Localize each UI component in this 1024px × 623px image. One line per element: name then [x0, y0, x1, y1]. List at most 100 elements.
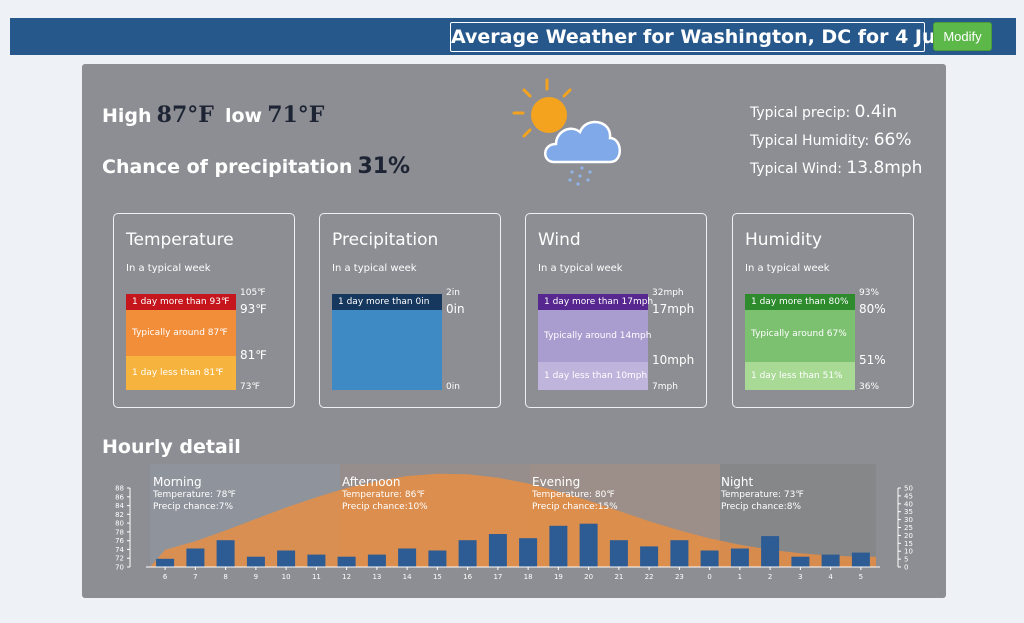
typical-humidity: Typical Humidity: 66%	[750, 130, 911, 150]
precip-bar	[186, 548, 205, 567]
x-tick-label: 20	[584, 573, 593, 581]
x-tick-label: 9	[254, 573, 258, 581]
y-right-tick-label: 35	[904, 508, 913, 516]
min-label: 73℉	[240, 382, 261, 392]
week-bottom-band: 1 day less than 10mph	[538, 362, 648, 390]
temperature-card: Temperature In a typical week 1 day more…	[113, 213, 295, 408]
x-tick-label: 16	[463, 573, 472, 581]
card-subtitle: In a typical week	[538, 263, 623, 274]
precip-chance-label: Chance of precipitation	[102, 156, 353, 178]
x-tick-label: 8	[223, 573, 227, 581]
y-left-tick-label: 82	[115, 511, 124, 519]
upper-label: 0in	[446, 302, 465, 316]
y-right-tick-label: 25	[904, 524, 913, 532]
low-value: 71°F	[267, 102, 325, 128]
card-title: Wind	[538, 230, 581, 250]
y-right-tick-label: 20	[904, 532, 913, 540]
x-tick-label: 15	[433, 573, 442, 581]
hourly-chart: 6 7 8 9 10 11 12 13 14 15 16 17 18 19 20 21 22 23 0 1 2 3 4 570…	[115, 464, 913, 581]
card-subtitle: In a typical week	[126, 263, 211, 274]
precip-bar	[640, 546, 659, 567]
precip-bar	[851, 552, 870, 567]
x-tick-label: 6	[163, 573, 168, 581]
period-precip-evening: Precip chance:15%	[532, 502, 618, 512]
y-right-tick-label: 0	[904, 564, 908, 572]
precip-chance-value: 31%	[357, 154, 411, 179]
x-tick-label: 17	[493, 573, 502, 581]
precip-bar	[519, 538, 538, 567]
x-tick-label: 18	[524, 573, 533, 581]
max-label: 32mph	[652, 288, 684, 298]
upper-label: 17mph	[652, 302, 695, 316]
y-left-tick-label: 70	[115, 564, 124, 572]
x-tick-label: 3	[798, 573, 802, 581]
precipitation-card: Precipitation In a typical week 1 day mo…	[319, 213, 501, 408]
period-temperature-evening: Temperature: 80℉	[531, 490, 615, 500]
lower-label: 81℉	[240, 348, 267, 362]
typical-humidity-value: 66%	[873, 130, 912, 150]
week-top-band: 1 day more than 0in	[332, 294, 442, 310]
card-subtitle: In a typical week	[745, 263, 830, 274]
card-title: Temperature	[126, 230, 234, 250]
week-top-band: 1 day more than 93℉	[126, 294, 236, 310]
modify-button[interactable]: Modify	[933, 22, 992, 51]
x-tick-label: 23	[675, 573, 684, 581]
precip-chance-line: Chance of precipitation 31%	[102, 154, 410, 179]
x-tick-label: 13	[372, 573, 381, 581]
lower-label: 10mph	[652, 353, 695, 367]
x-tick-label: 1	[738, 573, 742, 581]
week-bottom-band: 1 day less than 51%	[745, 362, 855, 390]
y-left-tick-label: 84	[115, 502, 124, 510]
hourly-detail-title: Hourly detail	[102, 436, 241, 458]
x-tick-label: 22	[645, 573, 654, 581]
weather-panel: High 87°F low 71°F Chance of precipitati…	[82, 64, 946, 598]
max-label: 105℉	[240, 288, 266, 298]
period-precip-morning: Precip chance:7%	[153, 502, 233, 512]
week-top-band: 1 day more than 80%	[745, 294, 855, 310]
x-tick-label: 12	[342, 573, 351, 581]
precip-bar	[700, 550, 719, 567]
high-value: 87°F	[156, 102, 214, 128]
y-left-tick-label: 86	[115, 493, 124, 501]
x-tick-label: 7	[193, 573, 197, 581]
x-tick-label: 5	[859, 573, 863, 581]
typical-wind-label: Typical Wind:	[750, 161, 842, 177]
precip-bar	[216, 540, 235, 567]
precip-bar	[277, 550, 296, 567]
period-name-night: Night	[721, 475, 754, 489]
card-title: Humidity	[745, 230, 823, 250]
precip-bar	[367, 554, 386, 567]
x-tick-label: 11	[312, 573, 321, 581]
precip-bar	[761, 536, 780, 567]
partly-cloudy-rain-icon	[512, 78, 621, 186]
typical-humidity-label: Typical Humidity:	[750, 133, 870, 149]
x-tick-label: 4	[828, 573, 833, 581]
precip-bar	[246, 556, 265, 567]
period-name-afternoon: Afternoon	[342, 475, 401, 489]
upper-label: 80%	[859, 302, 886, 316]
week-mid-band: Typically around 14mph	[538, 310, 651, 362]
x-tick-label: 0	[707, 573, 711, 581]
header-bar	[10, 18, 1016, 55]
period-temperature-afternoon: Temperature: 86℉	[341, 490, 425, 500]
wind-card: Wind In a typical week 1 day more than 1…	[525, 213, 707, 408]
humidity-card: Humidity In a typical week 1 day more th…	[732, 213, 914, 408]
card-title: Precipitation	[332, 230, 439, 250]
precip-bar	[730, 548, 749, 567]
precip-bar	[337, 556, 356, 567]
precip-bar	[428, 550, 447, 567]
period-precip-night: Precip chance:8%	[721, 502, 801, 512]
period-precip-afternoon: Precip chance:10%	[342, 502, 428, 512]
x-tick-label: 19	[554, 573, 563, 581]
y-left-tick-label: 80	[115, 520, 124, 528]
x-tick-label: 2	[768, 573, 772, 581]
card-subtitle: In a typical week	[332, 263, 417, 274]
precip-bar	[398, 548, 417, 567]
low-label: low	[224, 105, 263, 127]
x-tick-label: 21	[614, 573, 623, 581]
min-label: 0in	[446, 382, 460, 392]
precip-bar	[670, 540, 689, 567]
y-left-tick-label: 78	[115, 528, 124, 536]
precip-bar	[579, 523, 598, 567]
period-labels: Morning Temperature: 78℉ Precip chance:7…	[152, 475, 804, 512]
